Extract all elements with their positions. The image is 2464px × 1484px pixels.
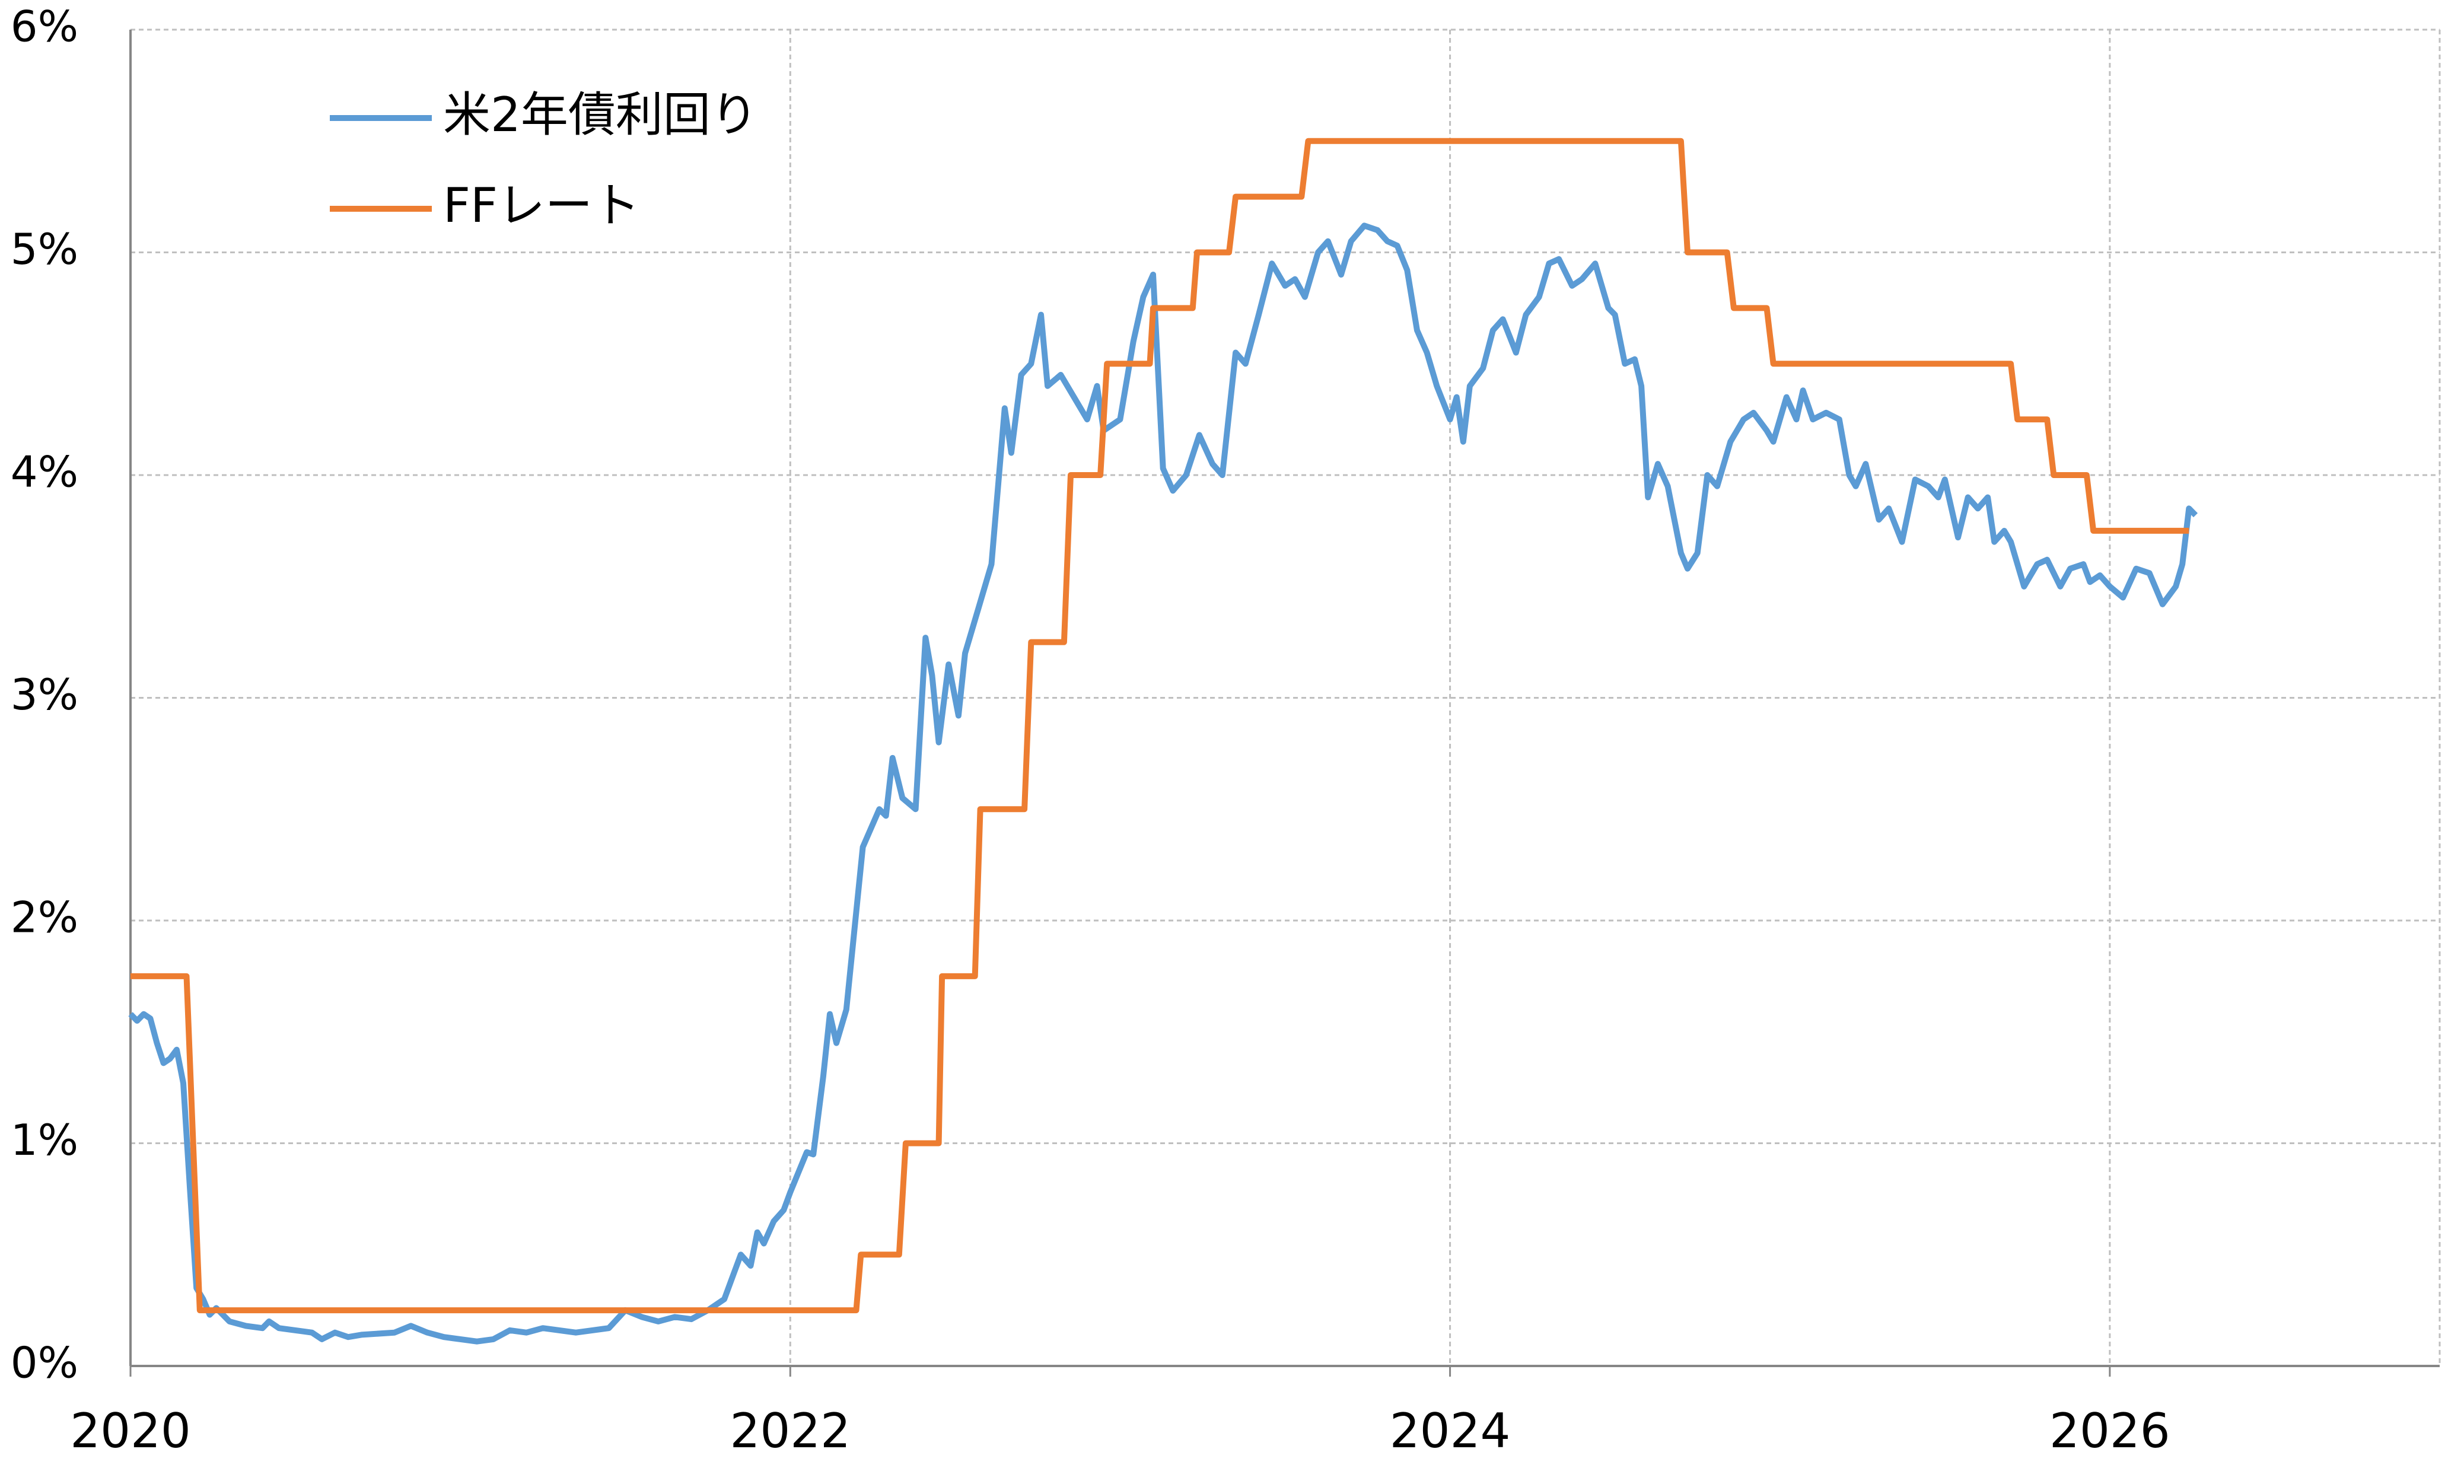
legend-label: 米2年債利回り	[443, 87, 758, 142]
legend-label: FFレート	[443, 178, 640, 233]
y-tick-label: 4%	[11, 447, 78, 497]
y-tick-label: 0%	[11, 1338, 78, 1388]
x-tick-label: 2022	[730, 1403, 851, 1458]
data-line	[130, 138, 2189, 1314]
y-tick-label: 3%	[11, 670, 78, 719]
y-tick-label: 5%	[11, 224, 78, 274]
x-tick-label: 2024	[1390, 1403, 1511, 1458]
x-tick-label: 2026	[2049, 1403, 2170, 1458]
y-tick-label: 1%	[11, 1115, 78, 1165]
y-tick-label: 6%	[11, 2, 78, 52]
y-tick-label: 2%	[11, 893, 78, 942]
data-line	[128, 222, 2198, 1345]
x-tick-label: 2020	[70, 1403, 191, 1458]
